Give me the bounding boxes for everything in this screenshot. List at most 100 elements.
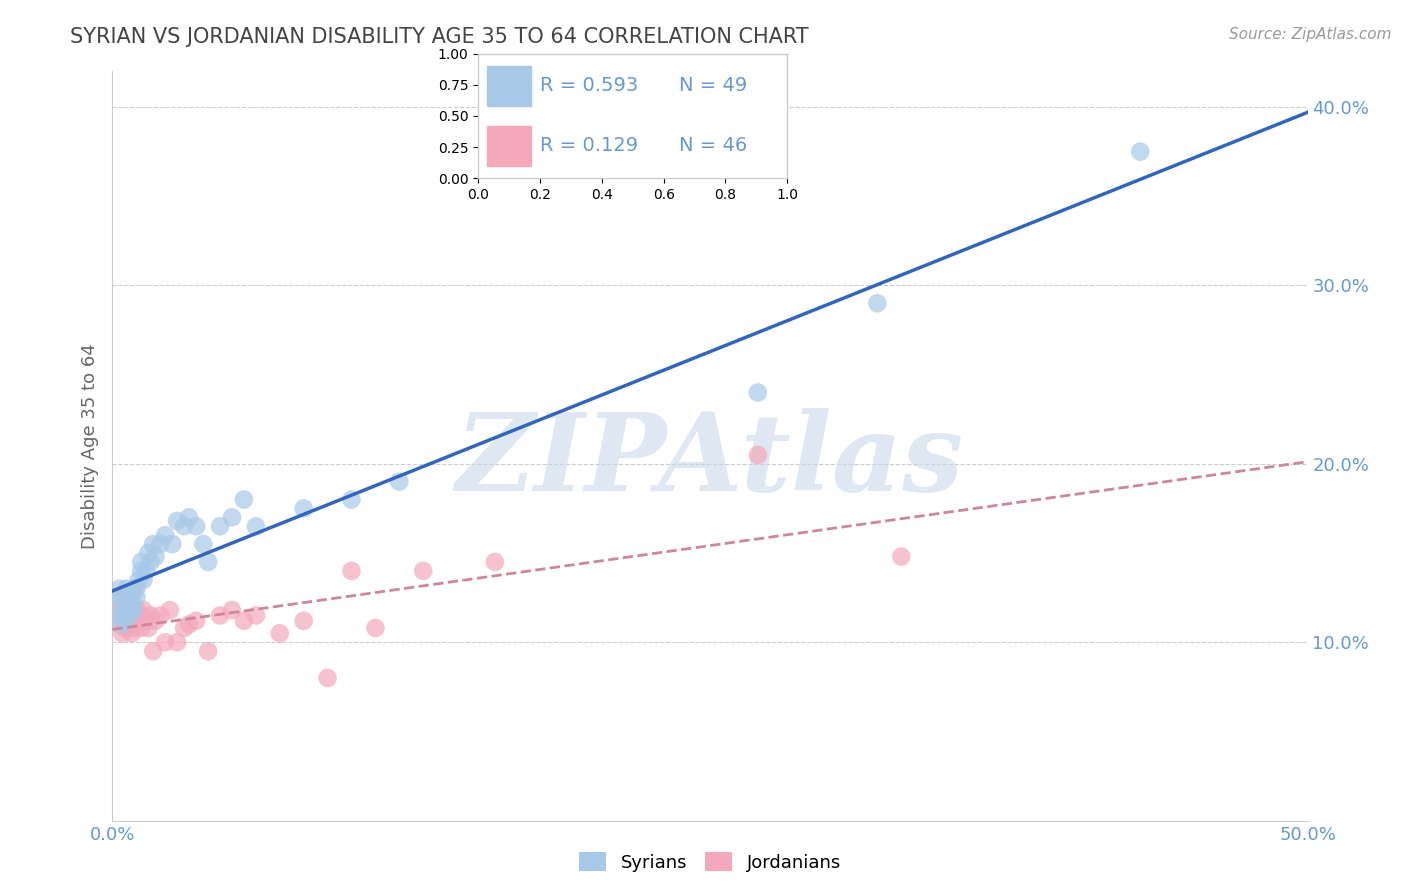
Point xyxy=(139,555,162,569)
Point xyxy=(108,617,131,632)
Text: N = 49: N = 49 xyxy=(679,77,748,95)
Text: Source: ZipAtlas.com: Source: ZipAtlas.com xyxy=(1229,27,1392,42)
Point xyxy=(340,492,363,507)
Point xyxy=(125,603,148,617)
Point xyxy=(388,475,411,489)
Point xyxy=(197,644,219,658)
Point xyxy=(142,537,165,551)
Point xyxy=(197,555,219,569)
Point xyxy=(173,621,195,635)
Point xyxy=(118,608,141,623)
Point xyxy=(122,599,145,614)
Y-axis label: Disability Age 35 to 64: Disability Age 35 to 64 xyxy=(80,343,98,549)
Point xyxy=(340,564,363,578)
Point xyxy=(111,599,134,614)
Point xyxy=(177,510,200,524)
Point xyxy=(118,621,141,635)
Point xyxy=(159,603,181,617)
Point xyxy=(111,591,134,605)
Point xyxy=(118,608,141,623)
Point xyxy=(132,573,155,587)
Point xyxy=(122,603,145,617)
Point xyxy=(149,537,172,551)
Point xyxy=(292,501,315,516)
Point xyxy=(233,492,256,507)
Point xyxy=(135,614,157,628)
Point xyxy=(866,296,889,310)
Point xyxy=(111,626,134,640)
Point xyxy=(153,635,176,649)
Point xyxy=(221,603,243,617)
Text: R = 0.593: R = 0.593 xyxy=(540,77,638,95)
Point xyxy=(149,608,172,623)
Point xyxy=(142,644,165,658)
Point xyxy=(177,617,200,632)
Point xyxy=(166,635,188,649)
Point xyxy=(115,591,138,605)
Point xyxy=(114,599,135,614)
Point xyxy=(128,573,150,587)
Point xyxy=(1129,145,1152,159)
Point xyxy=(114,614,135,628)
Bar xyxy=(488,126,530,166)
Point xyxy=(484,555,506,569)
Point xyxy=(114,608,135,623)
Point xyxy=(166,514,188,528)
Point xyxy=(125,591,148,605)
Point xyxy=(186,614,208,628)
Point xyxy=(747,385,769,400)
Point xyxy=(108,582,131,596)
Point xyxy=(221,510,243,524)
Point xyxy=(118,603,141,617)
Point xyxy=(209,519,232,533)
Point xyxy=(121,626,143,640)
Point xyxy=(186,519,208,533)
Point xyxy=(245,519,267,533)
Point xyxy=(138,546,160,560)
Text: N = 46: N = 46 xyxy=(679,136,748,155)
Point xyxy=(209,608,232,623)
Point xyxy=(193,537,215,551)
Point xyxy=(115,614,138,628)
Point xyxy=(245,608,267,623)
Point xyxy=(121,591,143,605)
Point xyxy=(121,599,143,614)
Point xyxy=(122,582,145,596)
Point xyxy=(128,614,150,628)
Point xyxy=(129,555,152,569)
Point xyxy=(747,448,769,462)
Point xyxy=(111,617,134,632)
Point xyxy=(125,582,148,596)
Point xyxy=(173,519,195,533)
Point xyxy=(129,564,152,578)
Point xyxy=(121,603,143,617)
Bar xyxy=(488,66,530,106)
Point xyxy=(105,603,128,617)
Point xyxy=(138,621,160,635)
Point xyxy=(145,614,167,628)
Point xyxy=(114,621,135,635)
Point xyxy=(115,608,138,623)
Text: R = 0.129: R = 0.129 xyxy=(540,136,638,155)
Point xyxy=(153,528,176,542)
Point xyxy=(115,599,138,614)
Point xyxy=(364,621,387,635)
Point xyxy=(412,564,434,578)
Point xyxy=(269,626,291,640)
Point xyxy=(890,549,912,564)
Text: SYRIAN VS JORDANIAN DISABILITY AGE 35 TO 64 CORRELATION CHART: SYRIAN VS JORDANIAN DISABILITY AGE 35 TO… xyxy=(70,27,808,46)
Point xyxy=(122,614,145,628)
Point xyxy=(292,614,315,628)
Point xyxy=(114,603,135,617)
Point xyxy=(135,564,157,578)
Point xyxy=(115,582,138,596)
Point xyxy=(145,549,167,564)
Text: ZIPAtlas: ZIPAtlas xyxy=(456,408,965,514)
Point xyxy=(108,608,131,623)
Point xyxy=(162,537,183,551)
Point xyxy=(316,671,339,685)
Point xyxy=(129,608,152,623)
Point xyxy=(118,591,141,605)
Point xyxy=(139,608,162,623)
Legend: Syrians, Jordanians: Syrians, Jordanians xyxy=(572,846,848,879)
